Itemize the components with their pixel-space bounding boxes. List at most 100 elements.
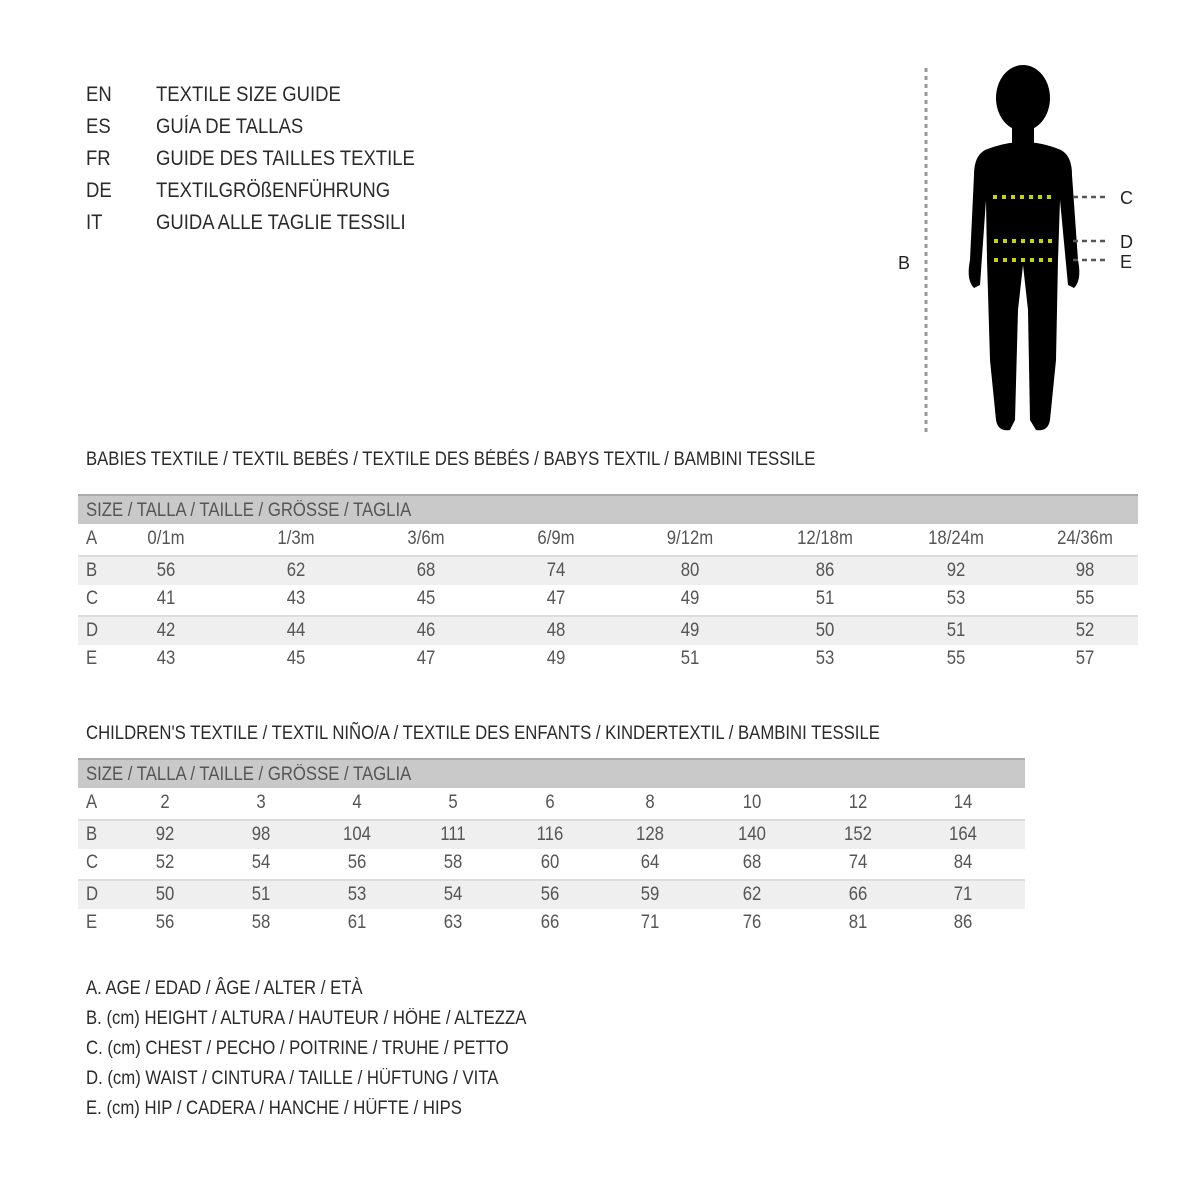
legend-item: E. (cm) HIP / CADERA / HANCHE / HÜFTE / … (86, 1098, 462, 1119)
table-cell: 10 (742, 792, 762, 813)
children-size-table: SIZE / TALLA / TAILLE / GRÖSSE / TAGLIA A… (78, 758, 1025, 940)
table-cell: 58 (443, 852, 463, 873)
babies-section-title: BABIES TEXTILE / TEXTIL BEBÉS / TEXTILE … (86, 449, 816, 470)
table-cell: 104 (343, 824, 371, 845)
table-cell: 54 (251, 852, 271, 873)
header-label: SIZE / TALLA / TAILLE / GRÖSSE / TAGLIA (86, 500, 412, 521)
row-label: E (86, 912, 98, 933)
table-cell: 45 (416, 588, 436, 609)
label-d: D (1120, 232, 1133, 252)
table-cell: 56 (156, 560, 176, 581)
table-cell: 18/24m (928, 528, 984, 549)
table-row: C 41 43 45 47 49 51 53 55 (78, 585, 1138, 615)
table-row: E 56 58 61 63 66 71 76 81 86 (78, 909, 1025, 939)
table-cell: 50 (815, 620, 835, 641)
table-cell: 51 (815, 588, 835, 609)
guide-title: TEXTILE SIZE GUIDE (156, 83, 341, 106)
table-row: A 0/1m 1/3m 3/6m 6/9m 9/12m 12/18m 18/24m 24/36m (78, 525, 1138, 555)
table-cell: 52 (1075, 620, 1095, 641)
lang-code: ES (86, 115, 111, 138)
table-cell: 2 (160, 792, 170, 813)
table-cell: 80 (680, 560, 700, 581)
table-cell: 58 (251, 912, 271, 933)
row-label: C (86, 588, 99, 609)
row-label: D (86, 620, 99, 641)
table-cell: 46 (416, 620, 436, 641)
table-cell: 43 (156, 648, 176, 669)
legend-item: D. (cm) WAIST / CINTURA / TAILLE / HÜFTU… (86, 1068, 499, 1089)
table-cell: 9/12m (666, 528, 714, 549)
table-row: B 92 98 104 111 116 128 140 152 164 (78, 819, 1025, 849)
table-row: D 42 44 46 48 49 50 51 52 (78, 615, 1138, 645)
table-cell: 98 (251, 824, 271, 845)
table-cell: 64 (640, 852, 660, 873)
label-b: B (898, 253, 910, 273)
table-cell: 51 (946, 620, 966, 641)
table-cell: 51 (251, 884, 271, 905)
table-cell: 140 (738, 824, 766, 845)
table-cell: 14 (953, 792, 973, 813)
table-cell: 55 (1075, 588, 1095, 609)
table-cell: 56 (540, 884, 560, 905)
table-cell: 76 (742, 912, 762, 933)
table-cell: 164 (949, 824, 977, 845)
lang-code: IT (86, 211, 103, 234)
table-cell: 59 (640, 884, 660, 905)
table-cell: 68 (742, 852, 762, 873)
table-header: SIZE / TALLA / TAILLE / GRÖSSE / TAGLIA (78, 758, 1025, 788)
row-label: D (86, 884, 99, 905)
table-cell: 62 (286, 560, 306, 581)
table-cell: 3 (256, 792, 266, 813)
table-cell: 55 (946, 648, 966, 669)
table-cell: 116 (536, 824, 564, 845)
table-cell: 53 (815, 648, 835, 669)
legend-item: C. (cm) CHEST / PECHO / POITRINE / TRUHE… (86, 1038, 509, 1059)
table-cell: 47 (546, 588, 566, 609)
row-label: B (86, 560, 98, 581)
header-label: SIZE / TALLA / TAILLE / GRÖSSE / TAGLIA (86, 764, 412, 785)
lang-code: DE (86, 179, 112, 202)
table-cell: 8 (645, 792, 655, 813)
table-cell: 0/1m (147, 528, 185, 549)
table-cell: 74 (546, 560, 566, 581)
table-cell: 48 (546, 620, 566, 641)
table-cell: 50 (155, 884, 175, 905)
table-cell: 53 (347, 884, 367, 905)
table-cell: 66 (540, 912, 560, 933)
guide-title: GUIDE DES TAILLES TEXTILE (156, 147, 415, 170)
babies-size-table: SIZE / TALLA / TAILLE / GRÖSSE / TAGLIA A… (78, 494, 1138, 676)
table-cell: 3/6m (407, 528, 445, 549)
table-cell: 42 (156, 620, 176, 641)
table-row: B 56 62 68 74 80 86 92 98 (78, 555, 1138, 585)
table-cell: 56 (347, 852, 367, 873)
guide-title: GUÍA DE TALLAS (156, 115, 304, 138)
table-cell: 63 (443, 912, 463, 933)
table-cell: 6 (545, 792, 555, 813)
lang-code: FR (86, 147, 111, 170)
table-cell: 5 (448, 792, 458, 813)
row-label: A (86, 528, 98, 549)
legend-item: A. AGE / EDAD / ÂGE / ALTER / ETÀ (86, 978, 363, 999)
table-cell: 49 (546, 648, 566, 669)
table-cell: 6/9m (537, 528, 575, 549)
table-row: D 50 51 53 54 56 59 62 66 71 (78, 879, 1025, 909)
table-cell: 152 (844, 824, 872, 845)
table-cell: 81 (848, 912, 868, 933)
row-label: A (86, 792, 98, 813)
table-cell: 92 (946, 560, 966, 581)
table-cell: 62 (742, 884, 762, 905)
guide-title: GUIDA ALLE TAGLIE TESSILI (156, 211, 406, 234)
table-cell: 49 (680, 620, 700, 641)
table-cell: 51 (680, 648, 700, 669)
row-label: B (86, 824, 98, 845)
label-e: E (1120, 252, 1132, 272)
table-cell: 128 (636, 824, 664, 845)
row-label: E (86, 648, 98, 669)
children-section-title: CHILDREN'S TEXTILE / TEXTIL NIÑO/A / TEX… (86, 723, 880, 744)
table-cell: 12/18m (797, 528, 853, 549)
table-row: E 43 45 47 49 51 53 55 57 (78, 645, 1138, 675)
label-c: C (1120, 188, 1133, 208)
table-cell: 52 (155, 852, 175, 873)
child-silhouette-figure: B C D E (898, 65, 1133, 432)
table-cell: 4 (352, 792, 362, 813)
